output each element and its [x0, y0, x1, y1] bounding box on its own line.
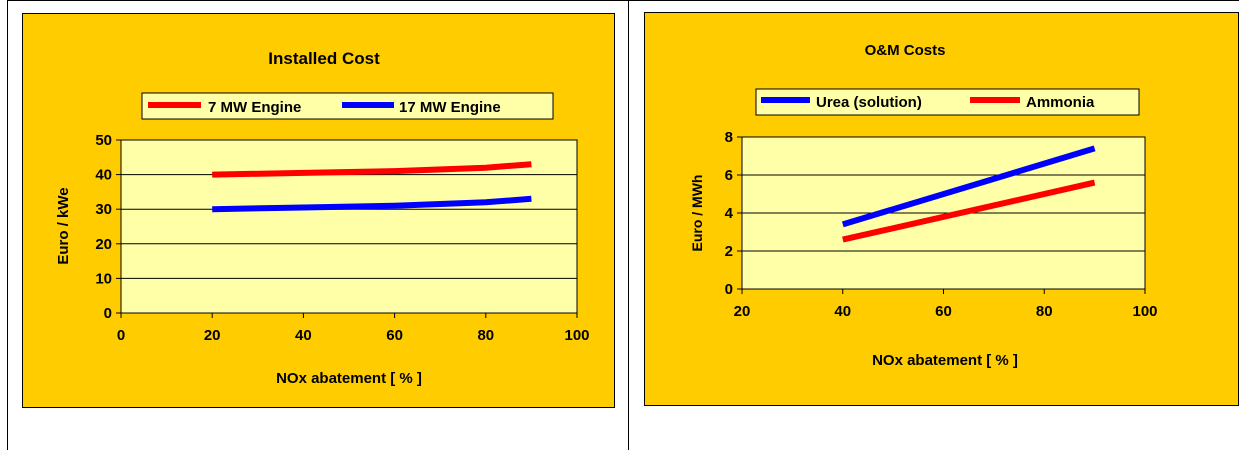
x-tick-label: 0 — [117, 327, 125, 344]
legend-label-urea: Urea (solution) — [816, 94, 922, 111]
x-tick-label: 40 — [295, 327, 312, 344]
x-tick-label: 100 — [564, 327, 589, 344]
x-axis-label: NOx abatement [ % ] — [872, 352, 1018, 369]
table-border-left — [7, 0, 8, 450]
y-tick-label: 20 — [95, 236, 112, 253]
legend: Urea (solution) Ammonia — [755, 88, 1140, 116]
installed-cost-chart-svg: Installed Cost 7 MW Engine 17 MW Engine … — [55, 49, 590, 387]
x-ticks: 20 40 60 80 100 — [734, 289, 1158, 320]
om-costs-chart-svg: O&M Costs Urea (solution) Ammonia 02468 … — [689, 42, 1158, 369]
legend-label-7mw: 7 MW Engine — [208, 99, 301, 116]
chart-title: Installed Cost — [268, 49, 380, 68]
table-border-top — [7, 0, 1239, 1]
chart-title: O&M Costs — [865, 42, 946, 59]
y-tick-label: 0 — [104, 305, 112, 322]
x-tick-label: 60 — [935, 303, 952, 320]
y-tick-label: 6 — [725, 167, 733, 184]
x-tick-label: 80 — [477, 327, 494, 344]
y-tick-label: 2 — [725, 243, 733, 260]
series-line-1 — [212, 161, 532, 178]
x-tick-label: 20 — [204, 327, 221, 344]
series-line-2 — [842, 179, 1096, 243]
series-line-2 — [212, 195, 532, 213]
y-axis-label: Euro / kWe — [55, 187, 72, 264]
x-tick-label: 60 — [386, 327, 403, 344]
installed-cost-chart: Installed Cost 7 MW Engine 17 MW Engine … — [22, 13, 615, 408]
x-tick-label: 20 — [734, 303, 751, 320]
y-axis-label: Euro / MWh — [689, 175, 705, 252]
legend: 7 MW Engine 17 MW Engine — [141, 92, 554, 120]
series-line-1 — [841, 145, 1096, 228]
x-tick-label: 40 — [834, 303, 851, 320]
x-tick-label: 80 — [1036, 303, 1053, 320]
y-ticks: 0 2 4 6 8 — [725, 129, 742, 298]
x-axis-label: NOx abatement [ % ] — [276, 370, 422, 387]
x-tick-label: 100 — [1132, 303, 1157, 320]
series-lines — [212, 161, 532, 213]
y-tick-label: 50 — [95, 132, 112, 149]
y-ticks: 0 10 20 30 40 50 — [95, 132, 121, 322]
legend-label-ammonia: Ammonia — [1026, 94, 1095, 111]
x-ticks: 0 20 40 60 80 100 — [117, 313, 590, 344]
legend-box — [755, 88, 1140, 116]
table-divider — [628, 0, 629, 450]
y-tick-label: 30 — [95, 201, 112, 218]
y-tick-label: 10 — [95, 270, 112, 287]
y-tick-label: 8 — [725, 129, 733, 146]
gridlines — [742, 174, 1145, 252]
y-tick-label: 40 — [95, 167, 112, 184]
y-tick-label: 4 — [725, 205, 734, 222]
series-lines — [841, 145, 1096, 243]
legend-label-17mw: 17 MW Engine — [399, 99, 501, 116]
y-tick-label: 0 — [725, 281, 733, 298]
